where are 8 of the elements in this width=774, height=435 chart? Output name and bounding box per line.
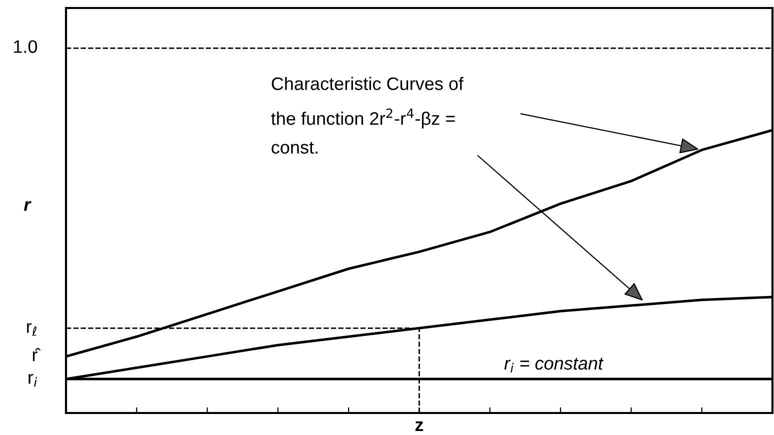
annotation: r$_{i}$ = constant bbox=[504, 358, 604, 372]
text: 1.0 bbox=[14, 40, 38, 53]
text: r̂ bbox=[32, 348, 41, 362]
y-axis-title: r bbox=[24, 201, 32, 211]
text: Characteristic Curves of the function 2r$^{2}$-r$^{4}$-βz = const. bbox=[271, 76, 464, 154]
text: r$_{i}$ bbox=[28, 374, 38, 387]
ref-line-label: r$_{ℓ}$ bbox=[27, 323, 36, 336]
x-axis-title: z bbox=[415, 421, 424, 431]
